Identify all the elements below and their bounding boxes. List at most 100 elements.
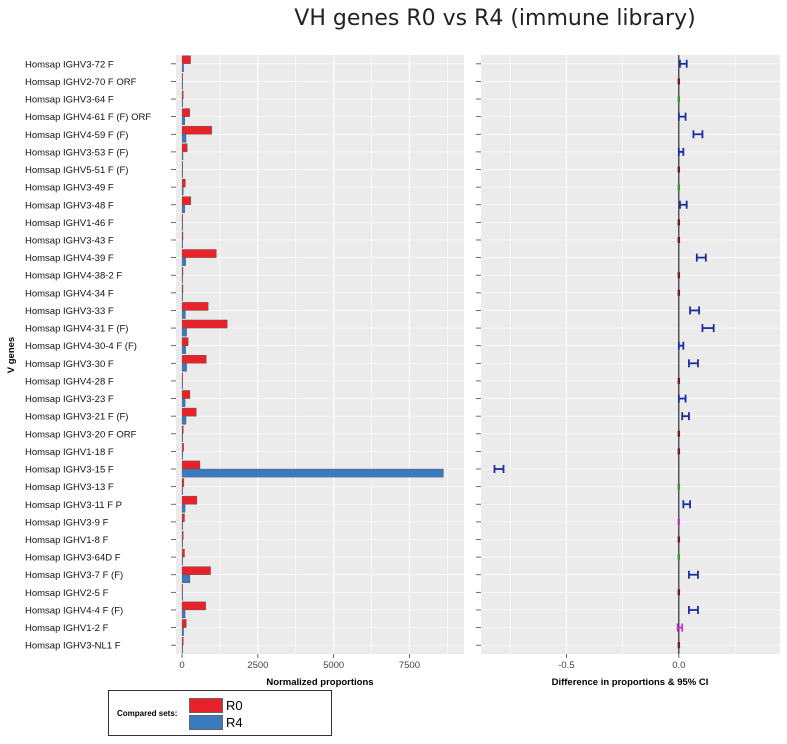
bar-r4: [181, 521, 183, 531]
gene-label: Homsap IGHV3-49 F: [25, 183, 114, 194]
x-tick-label: 5000: [323, 660, 344, 671]
gene-label: Homsap IGHV4-39 F: [25, 253, 114, 264]
ci-point: [677, 147, 685, 156]
y-axis-title: V genes: [6, 337, 17, 373]
ci-point: [688, 605, 699, 614]
bar-r4: [181, 556, 183, 566]
legend-swatch-r0: [189, 697, 223, 713]
gene-label: Homsap IGHV3-7 F (F): [25, 570, 123, 581]
ci-point: [677, 96, 681, 103]
right-x-axis: -0.5 0.0: [558, 654, 685, 671]
ci-point: [493, 465, 505, 474]
bar-r4: [181, 257, 186, 266]
gene-label: Homsap IGHV3-64D F: [25, 553, 121, 564]
bar-r0: [181, 90, 184, 100]
bar-r4: [181, 539, 183, 548]
bar-r0: [181, 495, 198, 505]
bar-r4: [181, 644, 183, 654]
bar-r0: [181, 196, 192, 205]
ci-point: [677, 289, 681, 296]
x-tick-label: -0.5: [558, 660, 574, 671]
legend-item-r0: R0: [189, 697, 243, 713]
legend-label-r4: R4: [226, 714, 243, 730]
bar-r4: [181, 451, 183, 460]
bar-r0: [181, 460, 201, 470]
bar-r0: [181, 337, 189, 346]
ci-point: [681, 412, 690, 421]
ci-marker: [677, 166, 681, 173]
ci-point: [677, 78, 681, 85]
bar-r0: [181, 178, 186, 188]
ci-marker: [677, 289, 681, 296]
legend-item-r4: R4: [189, 714, 243, 730]
ci-point: [677, 536, 681, 543]
bar-r4: [181, 398, 186, 407]
bar-r0: [181, 302, 209, 311]
bar-r0: [181, 513, 185, 523]
ci-marker: [677, 78, 681, 85]
ci-point: [677, 166, 681, 173]
gene-label-list: Homsap IGHV3-72 F Homsap IGHV2-70 F ORF Ho…: [25, 59, 481, 652]
bar-r4: [181, 275, 183, 284]
ci-point: [692, 130, 704, 139]
gene-label: Homsap IGHV3-53 F (F): [25, 147, 128, 158]
gene-label: Homsap IGHV3-NL1 F: [25, 641, 121, 652]
bar-r4: [181, 609, 186, 619]
gene-label: Homsap IGHV3-13 F: [25, 482, 114, 493]
gene-label: Homsap IGHV3-33 F: [25, 306, 114, 317]
gene-label: Homsap IGHV3-48 F: [25, 200, 114, 211]
bar-r0: [181, 355, 207, 364]
bar-r4: [181, 98, 183, 108]
gene-label: Homsap IGHV4-59 F (F): [25, 130, 128, 141]
bar-r4: [181, 592, 183, 601]
bar-r0: [181, 566, 211, 575]
ci-point: [677, 642, 681, 649]
bar-r4: [181, 151, 184, 161]
ci-point: [689, 306, 700, 315]
bar-r0: [181, 601, 206, 611]
right-panel-background: [481, 55, 780, 654]
gene-label: Homsap IGHV3-30 F: [25, 359, 114, 370]
gene-label: Homsap IGHV1-2 F: [25, 623, 109, 634]
ci-marker: [677, 554, 681, 561]
ci-point: [677, 589, 681, 596]
x-tick-label: 7500: [399, 660, 420, 671]
ci-point: [679, 200, 688, 209]
ci-marker: [677, 642, 681, 649]
gene-label: Homsap IGHV3-23 F: [25, 394, 114, 405]
ci-point: [677, 394, 687, 403]
bar-r4: [181, 627, 184, 636]
gene-label: Homsap IGHV4-34 F: [25, 288, 114, 299]
left-x-axis: 0 2500 5000 7500: [179, 654, 420, 671]
gene-label: Homsap IGHV3-64 F: [25, 95, 114, 106]
bar-r4: [181, 81, 183, 90]
ci-point: [677, 341, 685, 350]
ci-point: [688, 359, 699, 368]
bar-r4: [181, 239, 183, 249]
bar-r0: [181, 390, 191, 399]
chart-svg: Homsap IGHV3-72 F Homsap IGHV2-70 F ORF Ho…: [6, 55, 780, 688]
x-tick-label: 0: [179, 660, 184, 671]
gene-label: Homsap IGHV4-30-4 F (F): [25, 341, 137, 352]
bar-r0: [181, 478, 185, 487]
bar-r0: [181, 55, 191, 65]
gene-label: Homsap IGHV4-31 F (F): [25, 324, 128, 335]
bar-r0: [181, 108, 190, 117]
bar-r0: [181, 443, 184, 452]
bar-r0: [181, 231, 184, 241]
gene-label: Homsap IGHV3-15 F: [25, 465, 114, 476]
bar-r0: [181, 584, 183, 593]
gene-label: Homsap IGHV5-51 F (F): [25, 165, 128, 176]
legend-label-r0: R0: [226, 697, 243, 713]
bar-r4: [181, 222, 183, 231]
ci-point: [677, 430, 681, 437]
ci-marker: [677, 518, 681, 525]
bar-r4: [181, 345, 186, 354]
ci-point: [695, 253, 707, 262]
bar-r4: [181, 134, 187, 143]
ci-point: [677, 272, 681, 279]
ci-marker: [677, 184, 681, 191]
bar-r0: [181, 249, 217, 258]
legend-swatch-r4: [189, 714, 223, 730]
ci-point: [688, 570, 699, 579]
